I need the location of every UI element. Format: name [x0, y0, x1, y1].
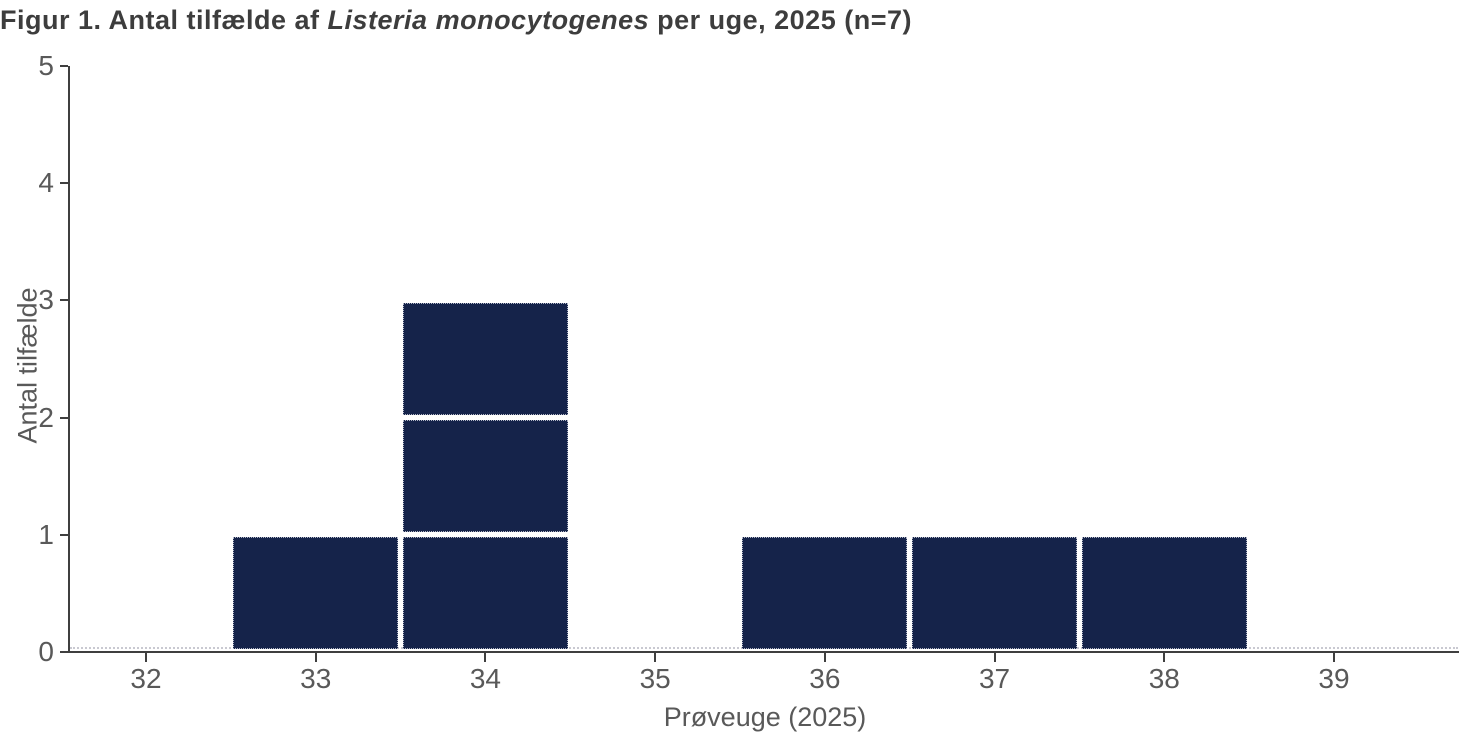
y-tick-mark-0: [60, 651, 68, 653]
chart-title-species-italic: Listeria monocytogenes: [327, 5, 650, 35]
x-tick-label-37: 37: [978, 663, 1011, 694]
y-tick-mark-2: [60, 416, 68, 419]
bar-segment-week-37-case-1: [912, 537, 1078, 650]
bar-segment-week-34-case-2: [402, 420, 568, 533]
x-tick-mark-35: [654, 653, 657, 662]
x-tick-label-36: 36: [809, 663, 841, 694]
x-tick-label-32: 32: [130, 663, 162, 694]
x-tick-mark-39: [1332, 653, 1335, 662]
x-tick-mark-34: [484, 653, 487, 662]
x-tick-label-34: 34: [469, 663, 501, 694]
x-tick-label-38: 38: [1148, 663, 1180, 694]
y-axis-title: Antal tilfælde: [12, 287, 43, 444]
bar-segment-week-34-case-1: [402, 537, 568, 650]
x-tick-mark-32: [145, 653, 147, 662]
x-tick-mark-36: [823, 653, 826, 662]
x-tick-mark-33: [314, 653, 317, 662]
x-tick-mark-38: [1163, 653, 1166, 662]
bar-segment-week-36-case-1: [742, 537, 908, 650]
x-axis-title: Prøveuge (2025): [663, 702, 867, 732]
y-tick-label-0: 0: [38, 636, 54, 667]
y-tick-label-3: 3: [38, 284, 54, 316]
y-tick-label-1: 1: [38, 518, 54, 550]
y-tick-mark-5: [60, 65, 68, 67]
y-tick-label-2: 2: [38, 401, 54, 433]
x-tick-label-39: 39: [1318, 663, 1350, 694]
x-tick-label-35: 35: [639, 663, 671, 694]
bar-segment-week-33-case-1: [233, 537, 399, 650]
chart-title-suffix: per uge, 2025 (n=7): [649, 5, 912, 35]
y-tick-mark-3: [60, 299, 68, 302]
y-tick-mark-1: [60, 533, 68, 536]
bar-segment-week-38-case-1: [1081, 537, 1247, 650]
x-tick-mark-37: [993, 653, 996, 662]
x-axis-line: [68, 651, 1459, 653]
y-tick-label-5: 5: [38, 50, 54, 81]
y-tick-mark-4: [60, 182, 68, 185]
chart-title-prefix: Figur 1. Antal tilfælde af: [0, 5, 328, 35]
y-tick-label-4: 4: [38, 167, 54, 199]
x-tick-label-33: 33: [300, 663, 332, 694]
y-axis-line: [68, 66, 70, 653]
chart-title: Figur 1. Antal tilfælde af Listeria mono…: [0, 5, 912, 36]
bar-segment-week-34-case-3: [402, 302, 568, 416]
